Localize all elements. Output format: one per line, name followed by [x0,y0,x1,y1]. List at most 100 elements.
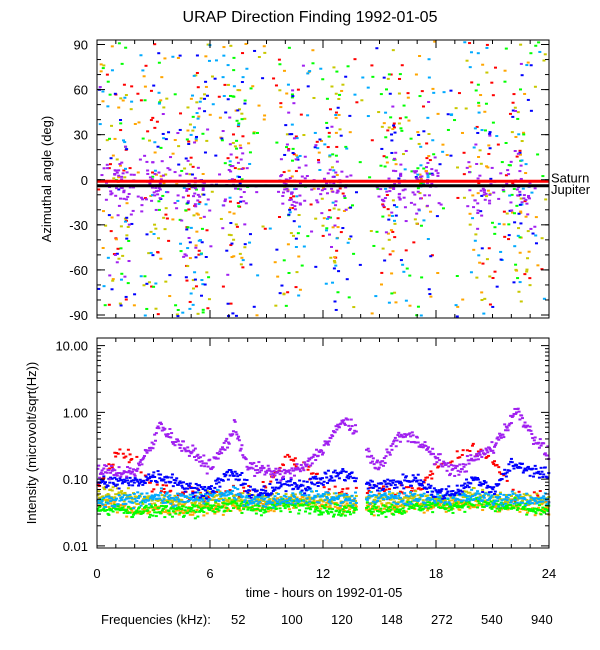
azimuth-point-940khz [159,178,163,181]
azimuth-point-272khz [469,51,473,54]
intensity-point-120khz [502,502,506,505]
azimuth-point-120khz [505,212,509,215]
azimuth-point-100khz [197,115,201,118]
intensity-point-148khz [490,507,494,510]
intensity-point-148khz [165,500,169,503]
azimuth-point-940khz [290,203,294,206]
azimuth-point-272khz [534,234,538,237]
intensity-point-540khz [365,481,369,484]
azimuth-point-52khz [231,133,235,136]
intensity-point-148khz [332,513,336,516]
intensity-point-940khz [171,442,175,445]
azimuth-point-120khz [321,224,325,227]
intensity-point-272khz [369,491,373,494]
azimuth-point-52khz [317,158,321,161]
intensity-point-940khz [546,445,550,448]
intensity-point-120khz [272,500,276,503]
intensity-point-120khz [426,494,430,497]
azimuth-point-100khz [262,118,266,121]
intensity-point-120khz [106,493,110,496]
intensity-point-120khz [347,496,351,499]
intensity-point-272khz [220,491,224,494]
azimuth-point-100khz [387,214,391,217]
intensity-point-148khz [435,503,439,506]
intensity-point-148khz [192,505,196,508]
azimuth-point-940khz [187,183,191,186]
intensity-point-540khz [231,472,235,475]
azimuth-point-540khz [480,194,484,197]
intensity-point-540khz [198,496,202,499]
intensity-point-540khz [205,491,209,494]
intensity-point-272khz [450,494,454,497]
intensity-point-148khz [115,508,119,511]
azimuth-point-120khz [330,166,334,169]
azimuth-point-272khz [319,67,323,70]
intensity-point-540khz [292,487,296,490]
azimuth-point-100khz [110,45,114,48]
intensity-point-148khz [394,510,398,513]
intensity-point-272khz [337,496,341,499]
intensity-point-100khz [237,508,241,511]
azimuth-point-540khz [507,234,511,237]
azimuth-point-272khz [374,295,378,298]
intensity-point-940khz [221,448,225,451]
azimuth-point-272khz [323,143,327,146]
intensity-point-540khz [370,480,374,483]
azimuth-point-540khz [526,98,530,101]
azimuth-point-272khz [298,154,302,157]
intensity-point-940khz [271,472,275,475]
azimuth-point-120khz [194,74,198,77]
intensity-point-272khz [472,498,476,501]
intensity-point-540khz [242,478,246,481]
intensity-point-120khz [192,502,196,505]
intensity-point-940khz [217,452,221,455]
azimuth-point-52khz [241,52,245,55]
intensity-point-272khz [195,495,199,498]
azimuth-point-540khz [184,276,188,279]
intensity-point-540khz [480,482,484,485]
intensity-point-120khz [190,501,194,504]
azimuth-point-120khz [542,59,546,62]
intensity-point-120khz [327,493,331,496]
intensity-point-272khz [314,495,318,498]
azimuth-point-52khz [221,285,225,288]
intensity-point-272khz [118,499,122,502]
intensity-point-148khz [532,507,536,510]
intensity-point-148khz [408,505,412,508]
intensity-point-272khz [142,499,146,502]
azimuth-point-100khz [519,210,523,213]
intensity-point-272khz [347,499,351,502]
intensity-point-52khz [532,491,536,494]
intensity-point-148khz [235,502,239,505]
azimuth-point-120khz [192,214,196,217]
intensity-point-148khz [229,502,233,505]
intensity-point-100khz [259,499,263,502]
azimuth-point-940khz [323,188,327,191]
intensity-point-940khz [185,450,189,453]
intensity-point-120khz [461,496,465,499]
intensity-point-540khz [101,479,105,482]
azimuth-point-940khz [166,191,170,194]
azimuth-point-272khz [191,303,195,306]
intensity-point-148khz [101,508,105,511]
intensity-point-940khz [165,435,169,438]
intensity-point-100khz [155,505,159,508]
azimuth-point-540khz [341,227,345,230]
azimuth-point-148khz [427,172,431,175]
intensity-point-940khz [265,471,269,474]
azimuth-point-52khz [122,169,126,172]
intensity-point-272khz [401,499,405,502]
intensity-point-100khz [238,509,242,512]
azimuth-point-100khz [418,55,422,58]
saturn-label: Saturn [551,170,589,185]
azimuth-point-272khz [237,124,241,127]
intensity-point-272khz [295,497,299,500]
intensity-point-272khz [489,495,493,498]
azimuth-point-100khz [286,188,290,191]
intensity-point-940khz [347,424,351,427]
azimuth-point-52khz [287,148,291,151]
intensity-point-120khz [226,500,230,503]
azimuth-point-940khz [303,199,307,202]
intensity-point-272khz [262,498,266,501]
intensity-point-120khz [519,496,523,499]
